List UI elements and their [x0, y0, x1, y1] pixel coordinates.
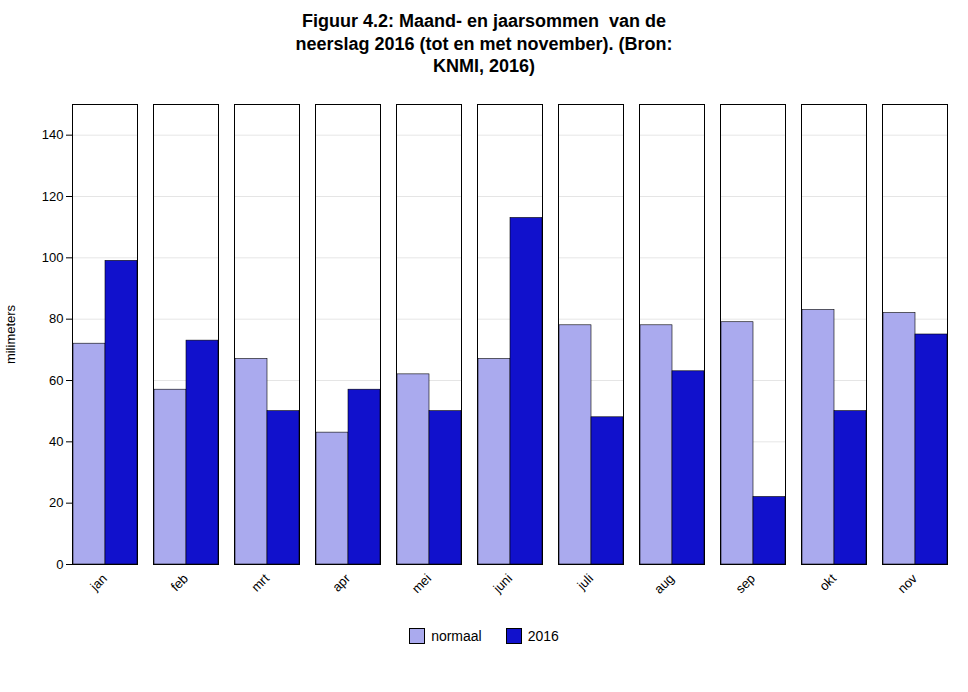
- svg-text:mrt: mrt: [248, 570, 272, 594]
- svg-text:0: 0: [56, 556, 63, 571]
- svg-text:aug: aug: [651, 570, 677, 596]
- svg-text:feb: feb: [168, 570, 191, 593]
- svg-text:120: 120: [42, 188, 64, 203]
- svg-text:60: 60: [49, 372, 63, 387]
- svg-text:juli: juli: [574, 570, 597, 593]
- svg-text:milimeters: milimeters: [3, 304, 18, 364]
- svg-text:jan: jan: [86, 570, 110, 594]
- svg-text:140: 140: [42, 127, 64, 142]
- svg-text:sep: sep: [733, 570, 758, 595]
- svg-text:okt: okt: [816, 570, 839, 593]
- svg-text:80: 80: [49, 311, 63, 326]
- svg-text:20: 20: [49, 495, 63, 510]
- svg-text:juni: juni: [489, 570, 515, 596]
- svg-text:40: 40: [49, 433, 63, 448]
- html-text:Figuur 4.2: Maand- en jaarsomm: Figuur 4.2: Maand- en jaarsommen van de …: [295, 11, 673, 76]
- html-text:2016: 2016: [527, 627, 559, 644]
- svg-text:100: 100: [42, 249, 64, 264]
- svg-text:mei: mei: [409, 570, 434, 595]
- svg-text:nov: nov: [895, 570, 921, 596]
- svg-text:apr: apr: [329, 570, 353, 594]
- html-text:normaal: normaal: [431, 627, 482, 644]
